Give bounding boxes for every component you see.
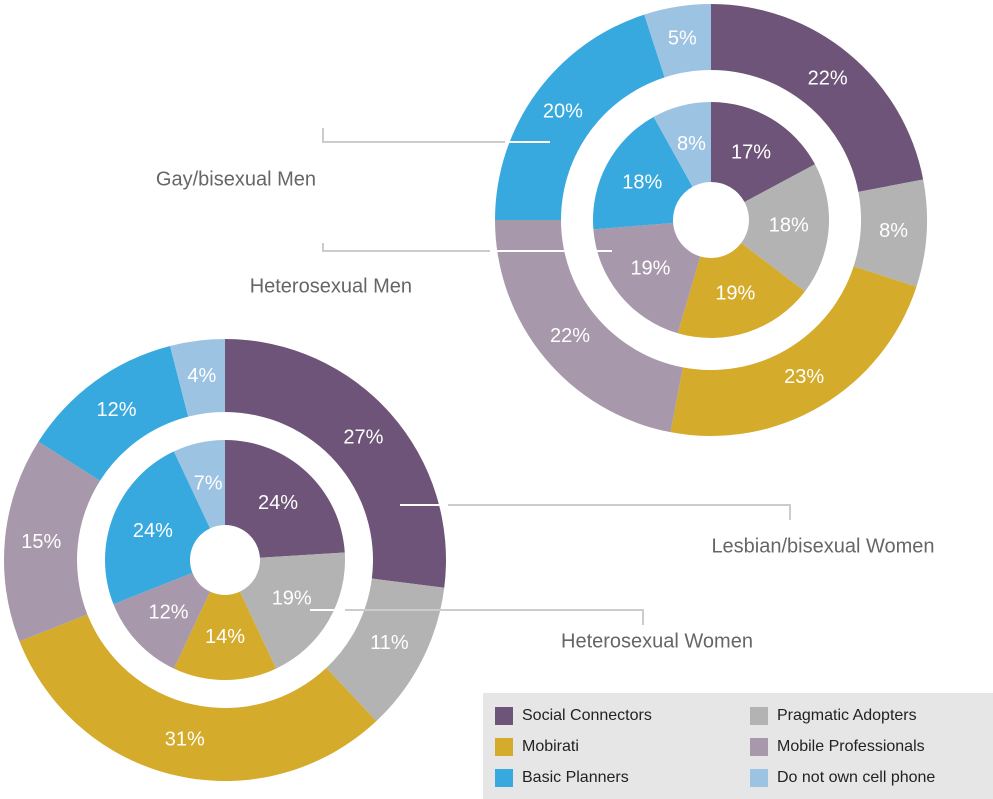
donut-slice <box>670 266 917 436</box>
value-label: 12% <box>97 399 137 421</box>
value-label: 18% <box>769 214 809 236</box>
value-label: 27% <box>343 426 383 448</box>
leader-lines <box>310 128 791 625</box>
leader-line <box>322 128 505 143</box>
value-label: 17% <box>731 141 771 163</box>
value-label: 8% <box>677 133 706 155</box>
legend-swatch <box>750 738 768 756</box>
donut-slice <box>326 578 445 722</box>
value-label: 15% <box>21 531 61 553</box>
series-name: Lesbian/bisexual Women <box>711 535 934 557</box>
legend-swatch <box>495 769 513 787</box>
donuts: 22% 8% 23% 22% 20% 5% 17% 18% 19% 19% 18% 8% 27% 11% 3… <box>4 4 927 781</box>
value-label: 20% <box>543 101 583 123</box>
value-label: 23% <box>784 366 824 388</box>
value-label: 19% <box>630 257 670 279</box>
donut-slice <box>711 4 924 192</box>
legend-swatch <box>750 769 768 787</box>
series-name: Heterosexual Men <box>250 275 412 297</box>
legend-label: Basic Planners <box>522 769 629 786</box>
legend-label: Mobile Professionals <box>777 738 925 755</box>
legend: Social Connectors Pragmatic Adopters Mobir… <box>495 707 935 787</box>
donut-slice <box>170 339 225 417</box>
legend-label: Do not own cell phone <box>777 769 935 786</box>
series-name: Gay/bisexual Men <box>156 168 316 190</box>
legend-label: Mobirati <box>522 738 579 755</box>
donut-slice <box>711 102 816 203</box>
value-label: 31% <box>165 728 205 750</box>
leader-line <box>322 243 490 252</box>
donut-slice <box>853 179 927 287</box>
value-label: 11% <box>370 632 409 654</box>
value-label: 18% <box>622 171 662 193</box>
legend-swatch <box>495 707 513 725</box>
donut-slice <box>173 591 277 680</box>
donut-slice <box>741 164 829 292</box>
value-label: 5% <box>668 28 697 50</box>
legend-label: Pragmatic Adopters <box>777 707 917 724</box>
donut-slice <box>593 116 693 230</box>
value-label: 22% <box>808 67 848 89</box>
donut-slice <box>104 451 211 605</box>
donut-slice <box>225 339 447 588</box>
donut-slice <box>653 102 711 187</box>
donut-slice <box>495 14 665 220</box>
donut-slice <box>495 220 683 433</box>
value-label: 8% <box>879 220 908 242</box>
value-label: 12% <box>148 601 188 623</box>
value-label: 24% <box>258 492 298 514</box>
leader-line <box>345 609 644 625</box>
leader-line <box>448 504 791 520</box>
legend-label: Social Connectors <box>522 707 652 724</box>
donut-slice <box>644 4 711 78</box>
donut-slice <box>38 345 189 481</box>
value-label: 24% <box>133 520 173 542</box>
donut-slice <box>677 243 805 338</box>
value-label: 14% <box>205 626 245 648</box>
donut-slice <box>113 572 211 669</box>
series-name: Heterosexual Women <box>561 630 753 652</box>
donut-slice <box>173 440 225 529</box>
donut-slice <box>239 552 345 669</box>
value-label: 22% <box>550 325 590 347</box>
legend-box <box>483 693 993 799</box>
donut-slice <box>225 440 345 558</box>
donut-slice <box>19 614 377 781</box>
legend-swatch <box>495 738 513 756</box>
value-label: 19% <box>272 588 312 610</box>
donut-slice <box>593 223 701 334</box>
value-label: 7% <box>194 473 223 495</box>
donut-slice <box>4 441 101 642</box>
value-label: 19% <box>715 282 755 304</box>
legend-swatch <box>750 707 768 725</box>
value-label: 4% <box>187 365 216 387</box>
